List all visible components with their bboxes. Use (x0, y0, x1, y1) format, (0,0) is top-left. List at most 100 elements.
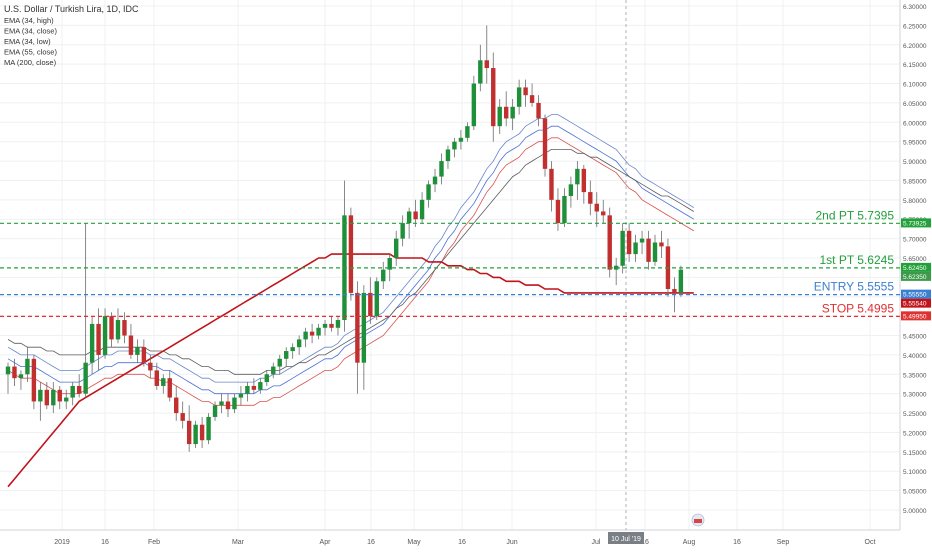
candle[interactable] (96, 308, 101, 371)
candle[interactable] (38, 382, 43, 421)
candle[interactable] (452, 137, 457, 158)
candle[interactable] (542, 114, 548, 177)
candle[interactable] (232, 393, 237, 414)
candle[interactable] (303, 327, 308, 348)
candle[interactable] (76, 374, 82, 398)
candle[interactable] (277, 354, 282, 375)
candle[interactable] (290, 343, 295, 359)
candle[interactable] (316, 323, 321, 340)
candle[interactable] (439, 153, 444, 185)
candle[interactable] (633, 234, 638, 262)
candle[interactable] (491, 52, 496, 142)
candle[interactable] (659, 230, 664, 258)
candle[interactable] (148, 354, 153, 379)
candle[interactable] (478, 44, 483, 92)
candle[interactable] (122, 312, 127, 344)
candle[interactable] (212, 401, 218, 421)
candle[interactable] (51, 382, 56, 414)
candle[interactable] (361, 285, 367, 390)
candle[interactable] (251, 378, 257, 394)
candle[interactable] (154, 362, 160, 390)
candle[interactable] (387, 254, 392, 282)
candle[interactable] (296, 335, 302, 355)
candle[interactable] (206, 413, 211, 445)
candle[interactable] (646, 230, 651, 270)
candle[interactable] (167, 370, 172, 402)
candle[interactable] (89, 316, 95, 375)
candle[interactable] (329, 316, 334, 332)
candle[interactable] (57, 385, 62, 410)
candle[interactable] (400, 215, 405, 247)
candle[interactable] (135, 339, 140, 363)
candle[interactable] (199, 416, 205, 448)
candle[interactable] (186, 405, 192, 452)
candle[interactable] (355, 281, 360, 394)
candle[interactable] (529, 83, 535, 107)
candle[interactable] (18, 370, 24, 390)
candle[interactable] (568, 176, 574, 208)
candle[interactable] (497, 99, 502, 134)
candle[interactable] (503, 91, 509, 127)
candle[interactable] (264, 370, 269, 386)
candle[interactable] (284, 347, 289, 367)
candle[interactable] (128, 323, 134, 359)
candle[interactable] (174, 385, 179, 421)
candle[interactable] (161, 374, 166, 394)
candle[interactable] (12, 358, 17, 386)
candle[interactable] (413, 199, 418, 227)
candle[interactable] (381, 261, 386, 290)
candle[interactable] (245, 382, 250, 402)
candle[interactable] (523, 79, 528, 107)
candle[interactable] (465, 122, 470, 142)
candle[interactable] (70, 382, 75, 406)
candle[interactable] (445, 145, 451, 169)
candle[interactable] (458, 130, 464, 150)
candle[interactable] (348, 207, 354, 301)
candle[interactable] (639, 230, 645, 255)
candle[interactable] (368, 277, 373, 324)
candle[interactable] (484, 25, 489, 84)
candle[interactable] (225, 393, 231, 417)
candle[interactable] (180, 401, 185, 429)
candle[interactable] (581, 164, 587, 204)
candle[interactable] (141, 339, 147, 367)
plot-area[interactable]: 2nd PT 5.7395 1st PT 5.6245 ENTRY 5.5555 ST… (0, 0, 900, 530)
candle[interactable] (549, 161, 554, 212)
time-axis[interactable]: 2019 16 Feb Mar Apr 16 May 16 Jun Jul 16 Aug 16 Sep Oc… (0, 529, 900, 546)
candle[interactable] (5, 362, 11, 394)
candle[interactable] (193, 420, 198, 448)
candle[interactable] (471, 75, 477, 131)
candle[interactable] (620, 223, 625, 274)
candle[interactable] (510, 99, 515, 131)
candle[interactable] (607, 207, 612, 278)
candle[interactable] (652, 234, 658, 266)
candle[interactable] (258, 378, 263, 394)
candle[interactable] (562, 188, 567, 227)
candle[interactable] (271, 362, 276, 379)
candle[interactable] (536, 95, 541, 127)
candle[interactable] (64, 389, 69, 410)
candle[interactable] (335, 316, 341, 336)
candle[interactable] (432, 168, 438, 193)
candle[interactable] (601, 199, 606, 224)
candle[interactable] (575, 161, 580, 200)
candle[interactable] (31, 354, 37, 410)
candle[interactable] (426, 180, 431, 208)
candle[interactable] (322, 320, 328, 336)
candle[interactable] (594, 192, 599, 227)
candle[interactable] (555, 188, 561, 231)
candle[interactable] (626, 223, 632, 262)
candle[interactable] (44, 382, 50, 410)
candle[interactable] (374, 277, 379, 321)
candle[interactable] (83, 223, 88, 398)
candle[interactable] (115, 308, 121, 344)
candle[interactable] (588, 180, 593, 216)
candle[interactable] (219, 393, 224, 414)
candle[interactable] (309, 323, 315, 344)
candle[interactable] (419, 192, 425, 224)
candle[interactable] (25, 347, 30, 383)
candle[interactable] (394, 230, 399, 266)
candle[interactable] (109, 312, 114, 348)
